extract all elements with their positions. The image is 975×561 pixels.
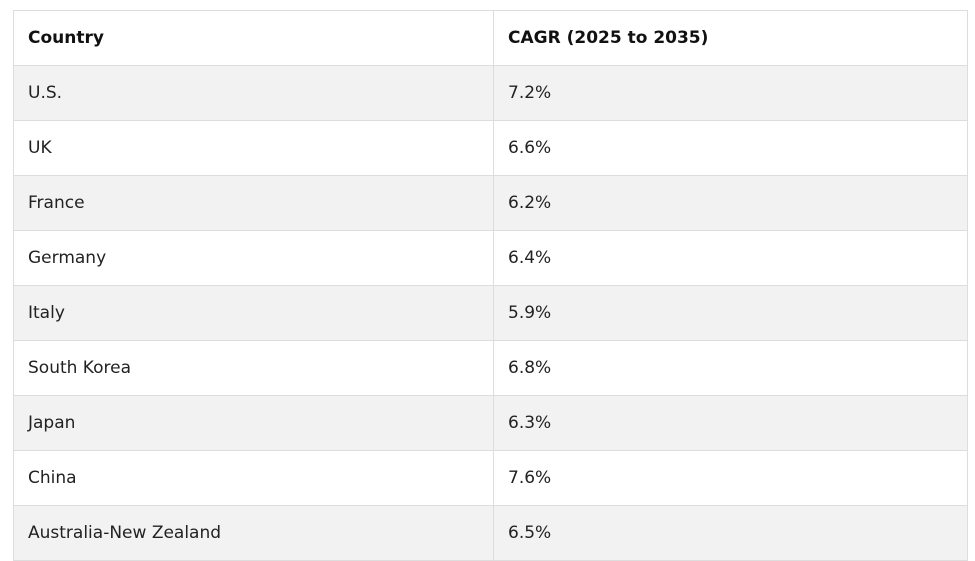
country-cell: South Korea (13, 340, 494, 396)
cagr-cell: 6.3% (493, 395, 968, 451)
table-body: U.S. 7.2% UK 6.6% France 6.2% Germany 6.… (13, 65, 968, 561)
table-row: UK 6.6% (13, 120, 968, 176)
country-cell: China (13, 450, 494, 506)
table-row: Australia-New Zealand 6.5% (13, 505, 968, 561)
cagr-cell: 6.5% (493, 505, 968, 561)
table-row: Italy 5.9% (13, 285, 968, 341)
cagr-cell: 6.6% (493, 120, 968, 176)
country-cell: France (13, 175, 494, 231)
cagr-cell: 7.6% (493, 450, 968, 506)
table-row: China 7.6% (13, 450, 968, 506)
header-cagr: CAGR (2025 to 2035) (493, 10, 968, 66)
cagr-cell: 6.4% (493, 230, 968, 286)
cagr-cell: 6.2% (493, 175, 968, 231)
header-row: Country CAGR (2025 to 2035) (13, 10, 968, 66)
table-row: Germany 6.4% (13, 230, 968, 286)
table-row: South Korea 6.8% (13, 340, 968, 396)
cagr-table: Country CAGR (2025 to 2035) U.S. 7.2% UK… (13, 10, 968, 561)
country-cell: Italy (13, 285, 494, 341)
cagr-cell: 6.8% (493, 340, 968, 396)
cagr-cell: 7.2% (493, 65, 968, 121)
country-cell: Japan (13, 395, 494, 451)
country-cell: UK (13, 120, 494, 176)
table-header: Country CAGR (2025 to 2035) (13, 10, 968, 66)
table-row: Japan 6.3% (13, 395, 968, 451)
country-cell: Australia-New Zealand (13, 505, 494, 561)
cagr-cell: 5.9% (493, 285, 968, 341)
country-cell: U.S. (13, 65, 494, 121)
table-row: France 6.2% (13, 175, 968, 231)
table-row: U.S. 7.2% (13, 65, 968, 121)
header-country: Country (13, 10, 494, 66)
country-cell: Germany (13, 230, 494, 286)
